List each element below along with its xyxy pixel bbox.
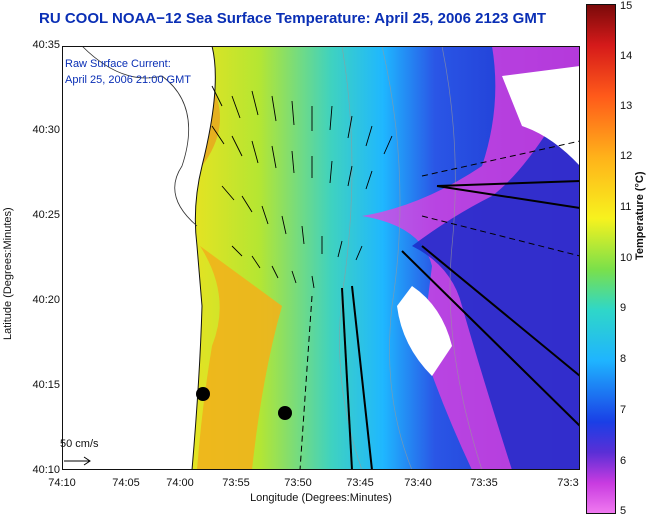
warm-coastal-patch (197, 246, 282, 470)
colorbar-tick: 10 (620, 252, 633, 264)
map-area (62, 46, 580, 470)
colorbar-tick: 15 (620, 0, 633, 12)
colorbar-tick: 5 (620, 505, 627, 517)
colorbar-tick: 12 (620, 150, 633, 162)
legend-line-1: Raw Surface Current: (65, 58, 171, 70)
buoy-marker (196, 387, 210, 401)
buoy-marker-2 (278, 406, 292, 420)
y-tick: 40:10 (32, 464, 60, 476)
y-tick: 40:35 (32, 39, 60, 51)
cold-core (412, 76, 580, 470)
colorbar-tick: 11 (620, 201, 632, 213)
land-area (62, 46, 216, 470)
colorbar-tick: 13 (620, 100, 633, 112)
y-tick: 40:25 (32, 209, 60, 221)
x-tick: 73:35 (470, 477, 498, 489)
colorbar-label: Temperature (°C) (634, 171, 646, 260)
current-vectors (211, 85, 393, 289)
colorbar-tick: 9 (620, 302, 627, 314)
colorbar (586, 4, 616, 514)
colorbar-tick: 6 (620, 455, 627, 467)
x-axis-label: Longitude (Degrees:Minutes) (250, 492, 392, 504)
no-data-region-2 (397, 286, 452, 376)
map-title: RU COOL NOAA−12 Sea Surface Temperature:… (39, 10, 546, 27)
colorbar-tick: 7 (620, 404, 627, 416)
x-tick: 73:50 (284, 477, 312, 489)
scale-label: 50 cm/s (60, 438, 99, 450)
x-tick: 73:3 (557, 477, 579, 489)
current-legend: Raw Surface Current: April 25, 2006 21:0… (65, 56, 191, 88)
legend-line-2: April 25, 2006 21:00 GMT (65, 74, 191, 86)
y-tick: 40:30 (32, 124, 60, 136)
x-tick: 73:55 (222, 477, 250, 489)
x-tick: 74:05 (112, 477, 140, 489)
x-tick: 73:40 (404, 477, 432, 489)
x-tick: 74:10 (48, 477, 76, 489)
colorbar-tick: 8 (620, 353, 627, 365)
coastline (191, 46, 216, 470)
x-tick: 74:00 (166, 477, 194, 489)
y-axis-label: Latitude (Degrees:Minutes) (2, 207, 14, 340)
map-frame (62, 46, 580, 470)
no-data-region (502, 66, 580, 166)
colorbar-tick: 14 (620, 50, 633, 62)
scale-arrow (64, 456, 91, 466)
y-tick: 40:15 (32, 379, 60, 391)
inner-land (81, 46, 198, 227)
y-tick: 40:20 (32, 294, 60, 306)
transect-lines (299, 140, 580, 470)
x-tick: 73:45 (346, 477, 374, 489)
